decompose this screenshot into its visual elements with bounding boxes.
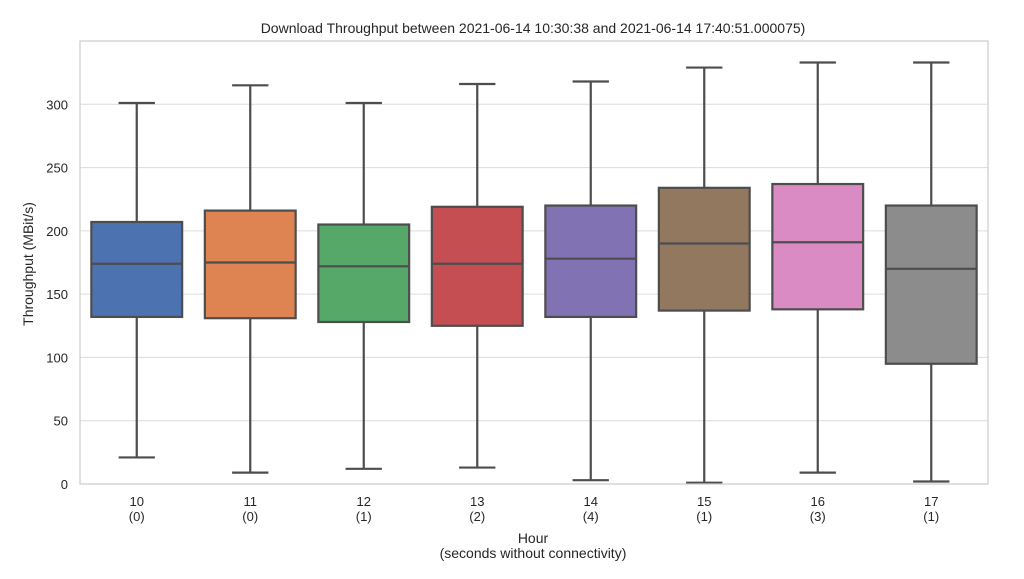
iqr-box bbox=[203, 209, 297, 320]
y-tick-label: 100 bbox=[46, 350, 68, 365]
x-tick-label-hour: 12 bbox=[357, 494, 371, 509]
x-axis-sublabel: (seconds without connectivity) bbox=[440, 545, 627, 561]
iqr-box bbox=[90, 220, 184, 319]
plot-frame bbox=[79, 40, 989, 485]
box-group-hour-10 bbox=[90, 101, 184, 459]
y-tick-label: 150 bbox=[46, 287, 68, 302]
x-tick-label-sub: (4) bbox=[583, 509, 599, 524]
x-tick-label-hour: 11 bbox=[244, 494, 258, 509]
iqr-box bbox=[884, 204, 978, 365]
y-tick-label: 50 bbox=[54, 414, 68, 429]
x-tick-label-sub: (1) bbox=[356, 509, 372, 524]
x-tick-label-hour: 16 bbox=[811, 494, 825, 509]
box-group-hour-11 bbox=[203, 84, 297, 474]
x-tick-label-hour: 14 bbox=[584, 494, 598, 509]
box-group-hour-14 bbox=[544, 80, 638, 482]
x-tick-label-hour: 15 bbox=[697, 494, 711, 509]
x-tick-label-sub: (2) bbox=[469, 509, 485, 524]
x-tick-label-hour: 10 bbox=[130, 494, 144, 509]
box-group-hour-13 bbox=[430, 82, 524, 469]
x-tick-label-sub: (1) bbox=[923, 509, 939, 524]
x-tick-label-sub: (3) bbox=[810, 509, 826, 524]
chart-title: Download Throughput between 2021-06-14 1… bbox=[261, 20, 806, 36]
x-tick-label-sub: (0) bbox=[242, 509, 258, 524]
iqr-box bbox=[544, 204, 638, 319]
box-group-hour-16 bbox=[771, 61, 865, 474]
box-group-hour-12 bbox=[317, 101, 411, 470]
iqr-box bbox=[317, 223, 411, 324]
y-tick-label: 200 bbox=[46, 224, 68, 239]
x-tick-label-sub: (0) bbox=[129, 509, 145, 524]
y-tick-label: 0 bbox=[61, 477, 68, 492]
y-tick-label: 300 bbox=[46, 97, 68, 112]
x-axis-label: Hour bbox=[518, 530, 549, 546]
x-tick-label-sub: (1) bbox=[696, 509, 712, 524]
x-tick-label-hour: 17 bbox=[924, 494, 938, 509]
box-layer bbox=[90, 61, 978, 484]
iqr-box bbox=[771, 182, 865, 311]
x-tick-label-hour: 13 bbox=[470, 494, 484, 509]
box-group-hour-17 bbox=[884, 61, 978, 483]
y-axis-label: Throughput (MBit/s) bbox=[20, 202, 36, 326]
iqr-box bbox=[657, 186, 751, 312]
box-group-hour-15 bbox=[657, 66, 751, 484]
iqr-box bbox=[430, 205, 524, 327]
y-tick-label: 250 bbox=[46, 161, 68, 176]
tick-layer: 05010015020025030010(0)11(0)12(1)13(2)14… bbox=[46, 97, 939, 524]
